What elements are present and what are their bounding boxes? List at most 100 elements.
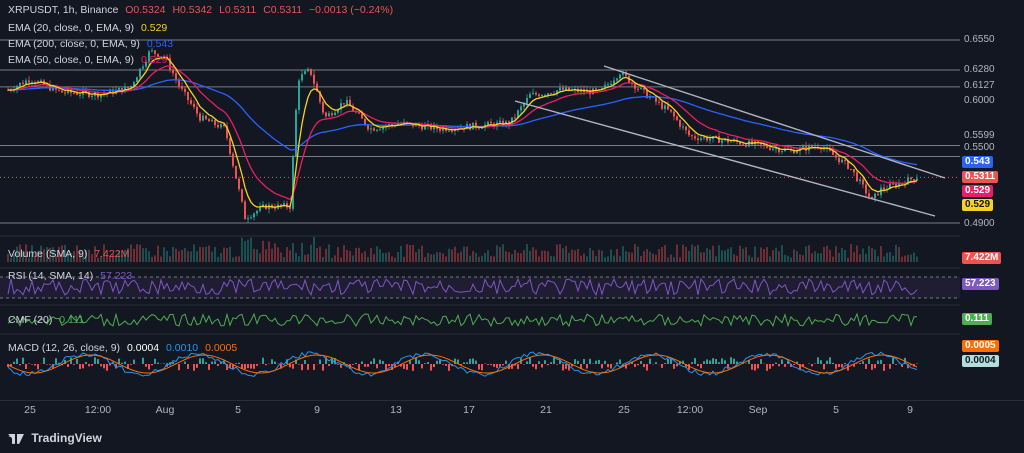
candle-body [475, 122, 477, 128]
volume-bar [244, 240, 246, 262]
candle-body [916, 178, 918, 181]
volume-bar [826, 245, 828, 262]
volume-bar [748, 255, 750, 262]
candle-body [895, 183, 897, 187]
volume-bar [853, 252, 855, 262]
candle-body [718, 136, 720, 143]
ema50-legend[interactable]: EMA (50, close, 0, EMA, 9) 0.529 [8, 54, 171, 66]
candle-body [673, 111, 675, 117]
volume-bar [808, 245, 810, 262]
volume-bar [442, 253, 444, 262]
price-chart[interactable] [0, 0, 960, 400]
brand-name: TradingView [31, 431, 102, 445]
candle-body [244, 201, 246, 220]
candle-body [22, 82, 24, 85]
volume-bar [268, 241, 270, 262]
volume-bar [607, 256, 609, 262]
candle-body [25, 80, 27, 85]
volume-bar [457, 253, 459, 262]
ema200-legend[interactable]: EMA (200, close, 0, EMA, 9) 0.543 [8, 38, 177, 50]
volume-bar [754, 246, 756, 262]
volume-bar [388, 252, 390, 262]
chart-area[interactable]: XRPUSDT, 1h, Binance O0.5324 H0.5342 L0.… [0, 0, 960, 400]
volume-bar [331, 257, 333, 262]
volume-bar [463, 246, 465, 262]
candle-body [868, 193, 870, 197]
volume-bar [226, 247, 228, 262]
candle-body [547, 93, 549, 95]
volume-bar [253, 248, 255, 262]
candle-body [31, 82, 33, 84]
macd-histogram-bar [685, 364, 687, 368]
macd-histogram-bar [868, 358, 870, 364]
open-value: O0.5324 [125, 4, 166, 16]
macd-histogram-bar [550, 362, 552, 364]
volume-bar [910, 254, 912, 262]
macd-histogram-bar [235, 363, 237, 364]
volume-bar [190, 251, 192, 262]
candle-body [883, 187, 885, 190]
candle-body [127, 86, 129, 89]
candle-body [235, 165, 237, 179]
candle-body [232, 153, 234, 166]
price-axis[interactable]: 0.6550 0.6280 0.6127 0.6000 0.5599 0.550… [960, 0, 1024, 400]
time-tick: 25 [24, 404, 36, 416]
volume-bar [328, 244, 330, 262]
macd-histogram-bar [184, 361, 186, 364]
volume-bar [883, 256, 885, 262]
volume-bar [835, 246, 837, 262]
volume-bar [469, 255, 471, 262]
macd-histogram-bar [682, 360, 684, 364]
macd-histogram-bar [70, 357, 72, 364]
price-tick: 0.4900 [964, 218, 995, 229]
macd-histogram-bar [481, 364, 483, 371]
rsi-legend[interactable]: RSI (14, SMA, 14) 57.223 [8, 270, 136, 282]
macd-histogram-bar [700, 364, 702, 369]
macd-histogram-bar [130, 364, 132, 365]
volume-bar [391, 256, 393, 262]
macd-histogram-bar [418, 360, 420, 364]
ema20-legend[interactable]: EMA (20, close, 0, EMA, 9) 0.529 [8, 22, 171, 34]
volume-bar [118, 250, 120, 262]
volume-bar [652, 253, 654, 262]
macd-histogram-bar [877, 360, 879, 364]
volume-bar [544, 250, 546, 262]
candle-body [871, 196, 873, 199]
volume-bar [256, 249, 258, 262]
volume-bar [697, 244, 699, 262]
volume-bar [532, 247, 534, 262]
candle-body [679, 120, 681, 127]
macd-histogram-bar [34, 364, 36, 366]
macd-legend[interactable]: MACD (12, 26, close, 9) 0.0004 0.0010 0.… [8, 342, 241, 354]
volume-bar [523, 250, 525, 262]
candle-body [517, 110, 519, 118]
volume-legend[interactable]: Volume (SMA, 9) 7.422M [8, 248, 133, 260]
macd-histogram-bar [469, 358, 471, 364]
channel-upper-line [603, 65, 946, 179]
macd-histogram-bar [337, 364, 339, 365]
volume-bar [67, 252, 69, 262]
macd-histogram-bar [541, 364, 543, 368]
time-tick: 5 [235, 404, 241, 416]
volume-bar [430, 254, 432, 262]
macd-histogram-bar [97, 359, 99, 364]
candle-body [319, 91, 321, 102]
candle-body [556, 90, 558, 94]
macd-histogram-bar [73, 364, 75, 365]
volume-bar [622, 246, 624, 262]
candle-body [292, 156, 294, 209]
volume-bar [40, 245, 42, 262]
candle-body [175, 73, 177, 80]
macd-histogram-bar [661, 364, 663, 368]
macd-histogram-bar [262, 357, 264, 364]
volume-bar [847, 257, 849, 262]
volume-bar [403, 256, 405, 262]
candle-body [841, 159, 843, 163]
cmf-legend[interactable]: CMF (20) 0.111 [8, 314, 88, 326]
candle-body [694, 136, 696, 139]
tradingview-logo[interactable]: TradingView [8, 431, 102, 445]
macd-histogram-bar [625, 364, 627, 369]
time-axis[interactable]: 25 12:00 Aug 5 9 13 17 21 25 12:00 Sep 5… [0, 400, 960, 422]
macd-histogram-bar [127, 364, 129, 369]
volume-bar [214, 247, 216, 262]
